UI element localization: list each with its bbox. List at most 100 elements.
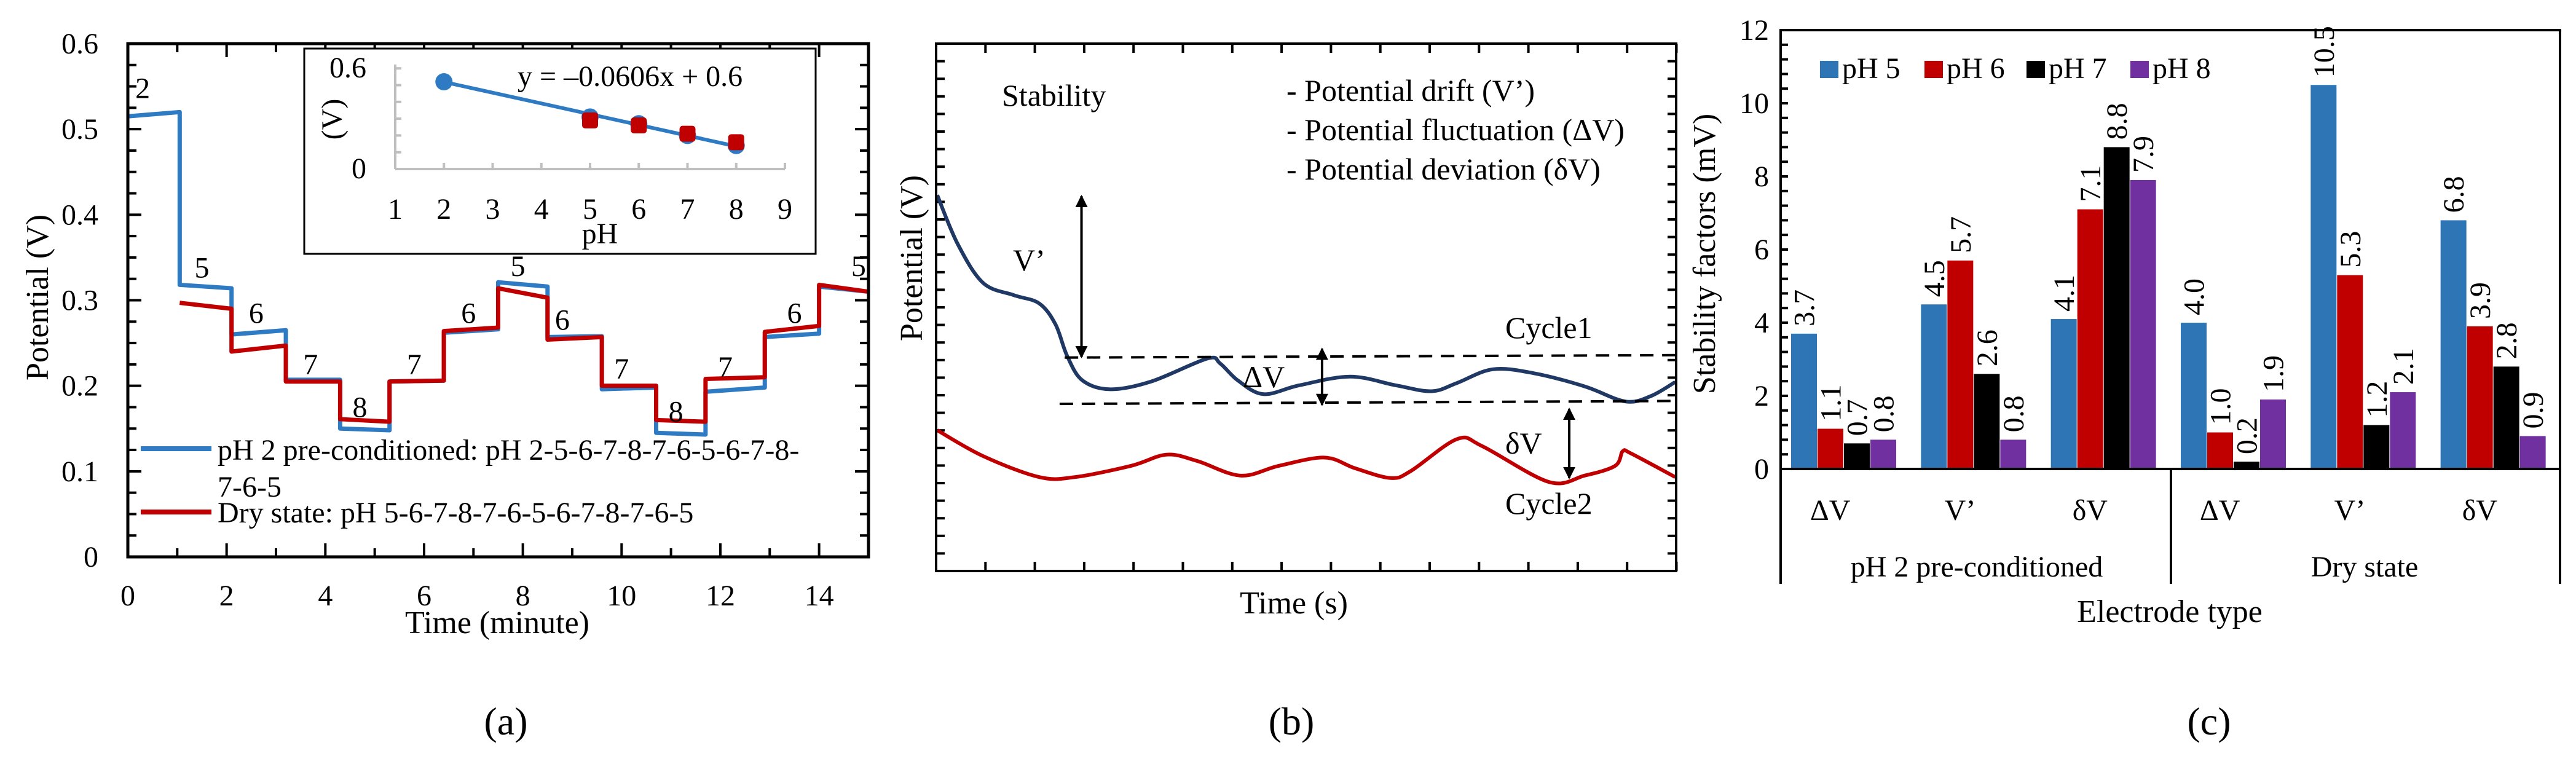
panel-a-inset: (V) pH y = –0.0606x + 0.6 1 2 3 4 5 6 7 8 9 0 0.6 [303,47,817,255]
annot-drift: V’ [1013,243,1046,277]
y-tick-label: 4 [1754,307,1769,339]
inset-x-tick-label: 5 [583,193,597,226]
bar-ph5 [2440,220,2467,469]
bar-ph8 [1870,439,1896,469]
annot-fluctuation: ΔV [1243,360,1285,394]
panel-b-label: (b) [1269,699,1315,743]
bar-value-label: 1.9 [2258,355,2290,392]
group-label-preconditioned: pH 2 pre-conditioned [1851,551,2103,583]
panel-c-axis-ticks: 0 2 4 6 8 10 12 [1739,14,1788,486]
annot-cycle1: Cycle1 [1505,310,1593,345]
bar-value-label: 3.9 [2464,282,2497,319]
bar-ph7 [2234,462,2259,469]
category-label: V’ [1945,494,1976,527]
y-tick-label: 0.5 [61,113,98,146]
bar-value-label: 1.2 [2361,381,2393,418]
inset-x-tick-label: 6 [631,193,646,226]
series-dry-line [179,282,869,424]
step-ph-label: 5 [194,252,209,285]
inset-x-tick-label: 3 [486,193,500,226]
bar-ph7 [1974,374,2000,469]
bar-ph7 [1844,443,1870,469]
bar-ph8 [2130,179,2156,469]
bar-value-label: 2.6 [1971,329,2004,366]
category-label: V’ [2334,494,2366,527]
bar-ph6 [2467,326,2493,469]
x-tick-label: 2 [219,580,234,612]
panel-a-legend: pH 2 pre-conditioned: pH 2-5-6-7-8-7-6-5… [141,434,799,529]
y-tick-label: 12 [1739,14,1769,47]
bar-value-label: 2.1 [2387,348,2420,385]
category-label: ΔV [2200,494,2240,527]
panel-b: Potential (V) Time (s) Stability - Poten… [894,42,1678,743]
bar-ph7 [2493,366,2519,469]
panel-c-label: (c) [2187,699,2231,743]
inset-point-dry [679,125,696,142]
panel-b-plot-frame [935,42,1677,572]
legend-label-dry: Dry state: pH 5-6-7-8-7-6-5-6-7-8-7-6-5 [218,497,693,529]
category-label: ΔV [1810,494,1851,527]
x-tick-label: 6 [417,580,431,612]
bar-value-label: 1.0 [2205,388,2237,425]
lower-dashed-line [1059,400,1676,406]
bar-ph8 [2519,436,2546,469]
step-ph-label: 5 [851,250,866,283]
x-tick-label: 12 [706,580,735,612]
step-ph-label: 7 [303,349,318,381]
x-tick-label: 0 [120,580,135,612]
bar-value-label: 4.1 [2048,275,2081,312]
inset-frame [303,47,817,255]
bar-ph8 [2260,399,2286,469]
step-ph-label: 5 [511,250,526,283]
note-deviation: - Potential deviation (δV) [1286,152,1601,186]
category-label: δV [2073,494,2108,527]
bar-value-label: 4.0 [2178,278,2211,315]
y-tick-label: 0.4 [61,199,98,231]
bar-value-label: 0.2 [2231,417,2264,454]
inset-xlabel: pH [582,218,618,250]
inset-ylabel: (V) [316,99,349,140]
y-tick-label: 0.1 [61,455,98,488]
y-tick-label: 0.2 [61,370,98,403]
group-label-dry: Dry state [2311,551,2419,583]
bar-value-label: 8.8 [2101,103,2133,140]
bar-ph6 [2207,432,2233,469]
bar-value-label: 0.8 [1998,395,2030,432]
inset-x-tick-label: 2 [436,193,451,226]
bar-value-label: 2.8 [2491,322,2523,359]
panel-c-legend: pH 5 pH 6 pH 7 pH 8 [1820,52,2211,85]
bar-ph7 [2103,147,2130,469]
legend-swatch [1924,61,1943,78]
panel-a-plot-frame [126,42,870,559]
bar-value-label: 5.3 [2334,231,2367,268]
y-tick-label: 10 [1739,87,1769,120]
bar-ph5 [1791,333,1817,469]
y-tick-label: 0 [84,541,98,573]
cycle2-curve [936,428,1676,486]
bar-ph7 [2363,425,2390,469]
annot-cycle2: Cycle2 [1505,486,1593,521]
inset-x-tick-label: 4 [534,193,549,226]
step-ph-label: 2 [135,72,150,104]
step-ph-label: 6 [249,297,264,329]
inset-x-tick-label: 7 [680,193,695,226]
step-ph-label: 6 [787,297,802,329]
panel-b-ylabel: Potential (V) [894,175,929,341]
category-label: δV [2462,494,2498,527]
panel-c-ylabel: Stability factors (mV) [1687,114,1722,394]
bar-ph5 [1921,304,1947,469]
step-ph-label: 7 [718,351,733,384]
bar-ph8 [2390,392,2416,469]
step-ph-label: 8 [353,391,368,423]
bar-ph5 [2050,319,2077,469]
panel-b-title: Stability [1002,78,1106,112]
bar-ph5 [2181,323,2207,469]
legend-swatch [2027,61,2045,78]
y-tick-label: 0.3 [61,284,98,317]
x-tick-label: 8 [516,580,530,612]
inset-point-dry [582,112,598,128]
